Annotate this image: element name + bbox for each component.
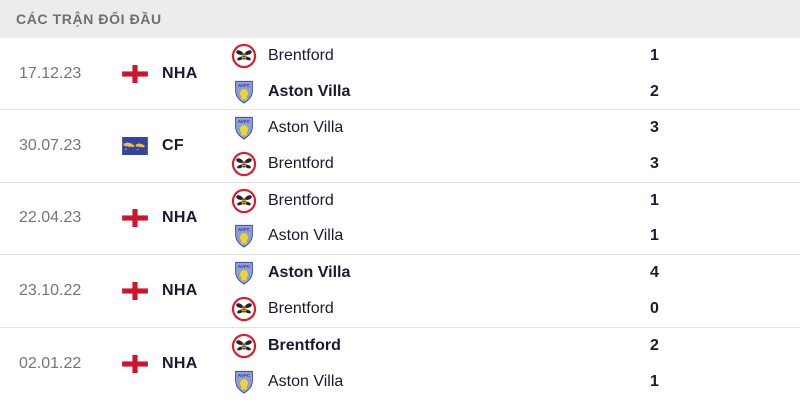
svg-text:AVFC: AVFC	[238, 373, 251, 378]
svg-text:AVFC: AVFC	[238, 227, 251, 232]
svg-text:AVFC: AVFC	[238, 83, 251, 88]
svg-text:AVFC: AVFC	[238, 264, 251, 269]
svg-text:AVFC: AVFC	[238, 119, 251, 124]
